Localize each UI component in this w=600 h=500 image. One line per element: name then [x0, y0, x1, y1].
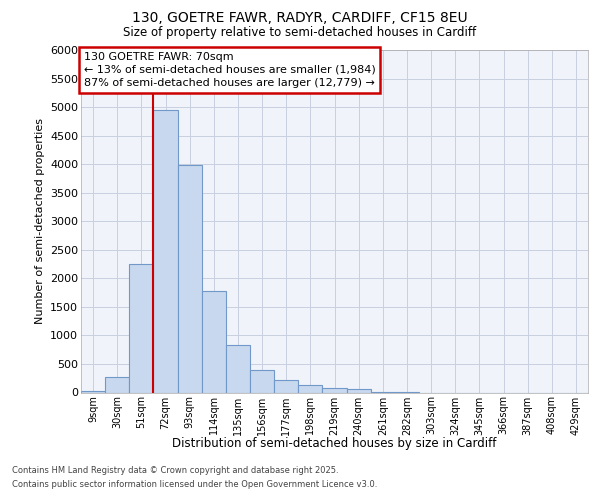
Text: 130 GOETRE FAWR: 70sqm
← 13% of semi-detached houses are smaller (1,984)
87% of : 130 GOETRE FAWR: 70sqm ← 13% of semi-det…: [83, 52, 375, 88]
Bar: [274, 380, 298, 392]
Bar: [202, 291, 226, 392]
Bar: [298, 385, 322, 392]
Text: Contains HM Land Registry data © Crown copyright and database right 2025.: Contains HM Land Registry data © Crown c…: [12, 466, 338, 475]
Y-axis label: Number of semi-detached properties: Number of semi-detached properties: [35, 118, 44, 324]
Bar: [347, 389, 371, 392]
Bar: [105, 377, 129, 392]
Bar: [81, 391, 105, 392]
Bar: [226, 344, 250, 393]
Text: 130, GOETRE FAWR, RADYR, CARDIFF, CF15 8EU: 130, GOETRE FAWR, RADYR, CARDIFF, CF15 8…: [132, 11, 468, 25]
Bar: [322, 388, 347, 392]
Bar: [250, 370, 274, 392]
Text: Size of property relative to semi-detached houses in Cardiff: Size of property relative to semi-detach…: [124, 26, 476, 39]
Bar: [178, 166, 202, 392]
Text: Contains public sector information licensed under the Open Government Licence v3: Contains public sector information licen…: [12, 480, 377, 489]
Bar: [154, 110, 178, 393]
Bar: [129, 264, 154, 392]
X-axis label: Distribution of semi-detached houses by size in Cardiff: Distribution of semi-detached houses by …: [172, 438, 497, 450]
